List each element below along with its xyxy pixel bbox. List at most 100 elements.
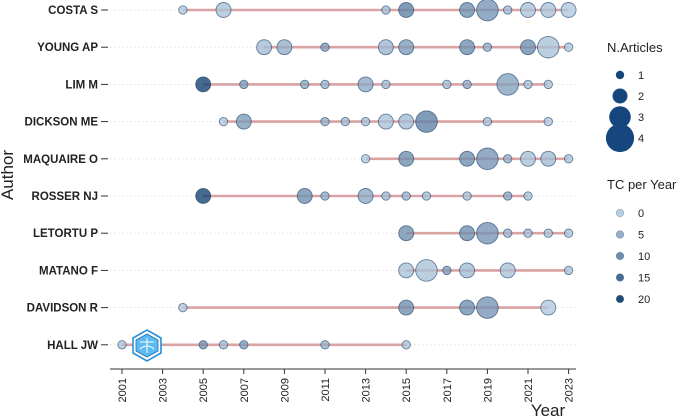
legend-tc-swatch-10 bbox=[615, 251, 625, 261]
legend-tc-label-5: 5 bbox=[638, 230, 644, 242]
point-rosser-nj-2013 bbox=[357, 188, 374, 204]
x-tick-label-2009: 2009 bbox=[279, 378, 291, 402]
x-tick-label-2017: 2017 bbox=[442, 378, 454, 402]
point-young-ap-2014 bbox=[377, 39, 394, 56]
legend-tc-label-10: 10 bbox=[638, 251, 650, 263]
point-matano-f-2018 bbox=[459, 262, 476, 279]
point-davidson-r-2022 bbox=[540, 299, 557, 316]
point-young-ap-2011 bbox=[320, 42, 330, 52]
x-tick-labels: 2001 2003 2005 2007 2009 2011 2013 2015 2017 2019… bbox=[117, 369, 576, 402]
legend-articles-swatch-3 bbox=[609, 106, 631, 128]
point-maquaire-o-2018 bbox=[459, 150, 476, 167]
point-davidson-r-2015 bbox=[398, 299, 415, 316]
author-label-lim-m: LIM M bbox=[65, 79, 98, 91]
point-letortu-p-2018 bbox=[459, 225, 476, 242]
agu-watermark-icon bbox=[132, 329, 162, 362]
point-rosser-nj-2020 bbox=[503, 191, 513, 201]
point-costa-s-2020 bbox=[503, 5, 513, 15]
point-costa-s-2006 bbox=[215, 2, 232, 18]
point-dickson-me-2014 bbox=[377, 113, 394, 130]
point-letortu-p-2022 bbox=[543, 228, 553, 238]
legend-articles: N.Articles 1 2 3 4 bbox=[605, 40, 663, 153]
author-label-rosser-nj: ROSSER NJ bbox=[32, 191, 98, 203]
point-costa-s-2018 bbox=[459, 2, 476, 18]
point-davidson-r-2019 bbox=[476, 296, 499, 319]
legend-tc-label-15: 15 bbox=[638, 273, 650, 285]
x-tick-label-2011: 2011 bbox=[320, 378, 332, 402]
point-hall-jw-2001 bbox=[117, 340, 127, 350]
x-tick-label-2013: 2013 bbox=[361, 378, 373, 402]
point-matano-f-2015 bbox=[398, 262, 415, 279]
point-costa-s-2019 bbox=[476, 0, 499, 22]
x-axis-title: Year bbox=[531, 401, 566, 418]
point-maquaire-o-2013 bbox=[360, 154, 371, 164]
author-label-dickson-me: DICKSON ME bbox=[25, 117, 99, 129]
point-rosser-nj-2018 bbox=[462, 191, 472, 201]
point-rosser-nj-2011 bbox=[320, 191, 330, 201]
author-label-young-ap: YOUNG AP bbox=[37, 42, 98, 54]
point-lim-m-2011 bbox=[320, 79, 330, 90]
point-maquaire-o-2019 bbox=[476, 147, 499, 171]
point-young-ap-2009 bbox=[276, 39, 293, 56]
point-young-ap-2019 bbox=[482, 42, 493, 52]
point-letortu-p-2023 bbox=[563, 228, 574, 238]
point-hall-jw-2007 bbox=[239, 340, 249, 350]
y-tick-labels: COSTA S YOUNG AP LIM M DICKSON ME MAQUAIRE O… bbox=[23, 5, 108, 352]
y-axis-title: Author bbox=[0, 150, 17, 200]
x-tick-label-2019: 2019 bbox=[482, 378, 494, 402]
point-lim-m-2020 bbox=[496, 73, 519, 96]
point-matano-f-2020 bbox=[499, 262, 516, 279]
point-rosser-nj-2014 bbox=[381, 191, 391, 201]
point-lim-m-2005 bbox=[195, 76, 212, 93]
point-matano-f-2016 bbox=[415, 259, 438, 282]
point-davidson-r-2004 bbox=[178, 302, 188, 313]
point-hall-jw-2005 bbox=[198, 340, 208, 350]
point-maquaire-o-2021 bbox=[520, 150, 536, 167]
legend-tc-swatch-15 bbox=[615, 273, 625, 282]
author-label-hall-jw: HALL JW bbox=[47, 340, 98, 352]
x-tick-label-2023: 2023 bbox=[564, 378, 576, 402]
point-letortu-p-2021 bbox=[523, 228, 533, 238]
legend-tc-title: TC per Year bbox=[607, 177, 677, 192]
legend-articles-title: N.Articles bbox=[607, 40, 663, 55]
point-letortu-p-2015 bbox=[398, 225, 415, 242]
point-costa-s-2014 bbox=[381, 5, 391, 15]
point-davidson-r-2018 bbox=[459, 299, 476, 316]
point-dickson-me-2007 bbox=[235, 113, 252, 130]
point-costa-s-2022 bbox=[540, 2, 557, 18]
point-lim-m-2022 bbox=[543, 79, 553, 90]
point-rosser-nj-2016 bbox=[421, 191, 432, 201]
timeline-layer bbox=[122, 8, 569, 347]
point-dickson-me-2016 bbox=[415, 110, 438, 133]
legend-tc-swatch-20 bbox=[615, 294, 625, 304]
point-dickson-me-2019 bbox=[482, 116, 493, 127]
point-lim-m-2013 bbox=[357, 76, 374, 93]
legend-tc-swatch-5 bbox=[615, 230, 625, 239]
legend-tc: TC per Year 0 5 10 15 20 bbox=[607, 177, 677, 306]
author-label-matano-f: MATANO F bbox=[39, 265, 98, 277]
x-tick-label-2007: 2007 bbox=[239, 378, 251, 402]
point-dickson-me-2011 bbox=[320, 116, 330, 127]
point-rosser-nj-2005 bbox=[195, 188, 212, 204]
point-hall-jw-2006 bbox=[218, 340, 229, 350]
point-costa-s-2021 bbox=[520, 2, 536, 18]
point-young-ap-2015 bbox=[398, 39, 415, 56]
point-hall-jw-2015 bbox=[401, 340, 411, 350]
legend-tc-label-20: 20 bbox=[638, 294, 650, 306]
point-rosser-nj-2010 bbox=[296, 188, 313, 204]
point-letortu-p-2020 bbox=[503, 228, 513, 238]
author-label-davidson-r: DAVIDSON R bbox=[27, 303, 99, 315]
point-matano-f-2023 bbox=[563, 265, 574, 276]
point-layer bbox=[117, 0, 577, 350]
point-costa-s-2023 bbox=[560, 2, 577, 18]
grid-layer bbox=[110, 9, 576, 346]
point-lim-m-2007 bbox=[239, 79, 249, 90]
author-label-letortu-p: LETORTU P bbox=[33, 228, 98, 240]
point-costa-s-2004 bbox=[178, 5, 188, 15]
legend-articles-label-2: 2 bbox=[638, 91, 644, 103]
point-matano-f-2017 bbox=[442, 265, 452, 276]
legend-articles-swatch-2 bbox=[612, 88, 628, 104]
point-dickson-me-2015 bbox=[398, 113, 415, 130]
point-lim-m-2017 bbox=[442, 79, 452, 90]
